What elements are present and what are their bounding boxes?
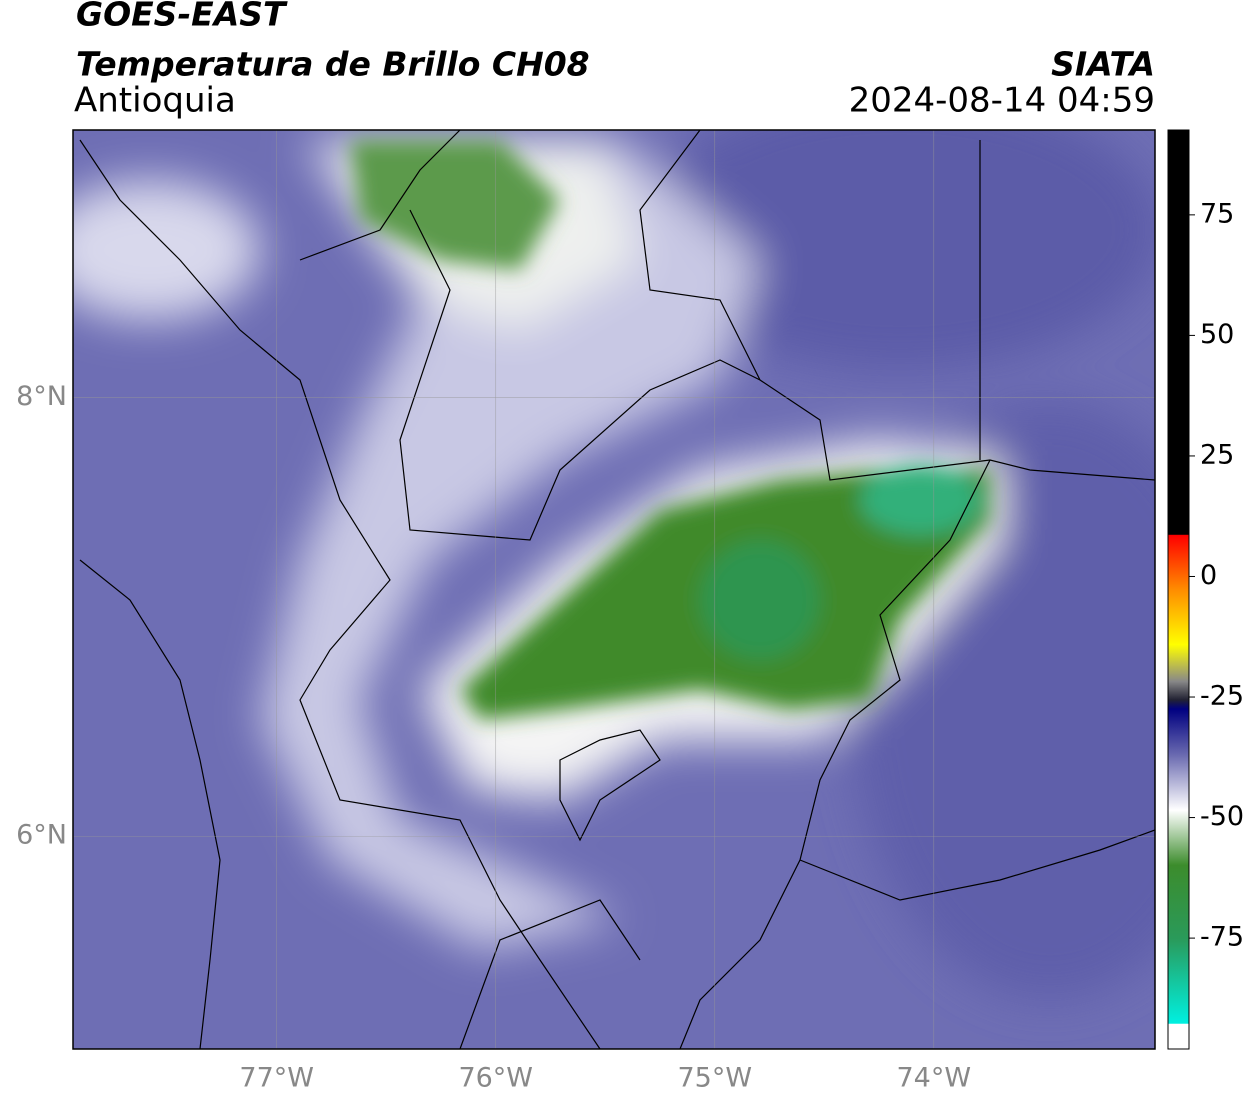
map-image — [73, 130, 1155, 1049]
colorbar-tick-label: 75 — [1200, 198, 1234, 229]
title: GOES-EAST — [76, 0, 288, 34]
y-tick-label: 6°N — [16, 820, 67, 851]
colorbar-tick-label: -25 — [1200, 681, 1244, 712]
y-tick-label: 8°N — [16, 381, 67, 412]
colorbar-tick-label: 25 — [1200, 439, 1234, 470]
x-tick-label: 76°W — [458, 1063, 533, 1094]
subtitle: Temperatura de Brillo CH08 — [76, 45, 590, 84]
map-frame — [72, 129, 1156, 1050]
colorbar-tick-label: 50 — [1200, 319, 1234, 350]
colorbar-tick-label: 0 — [1200, 560, 1217, 591]
colorbar-tick-label: -50 — [1200, 801, 1244, 832]
region: Antioquia — [74, 81, 236, 121]
datetime: 2024-08-14 04:59 — [849, 81, 1155, 121]
x-tick-label: 77°W — [239, 1063, 314, 1094]
x-tick-label: 75°W — [677, 1063, 752, 1094]
colorbar — [1167, 129, 1190, 1050]
colorbar-tick-label: -75 — [1200, 922, 1244, 953]
source: SIATA — [1051, 45, 1155, 84]
grid — [73, 130, 1155, 1049]
x-tick-label: 74°W — [897, 1063, 972, 1094]
